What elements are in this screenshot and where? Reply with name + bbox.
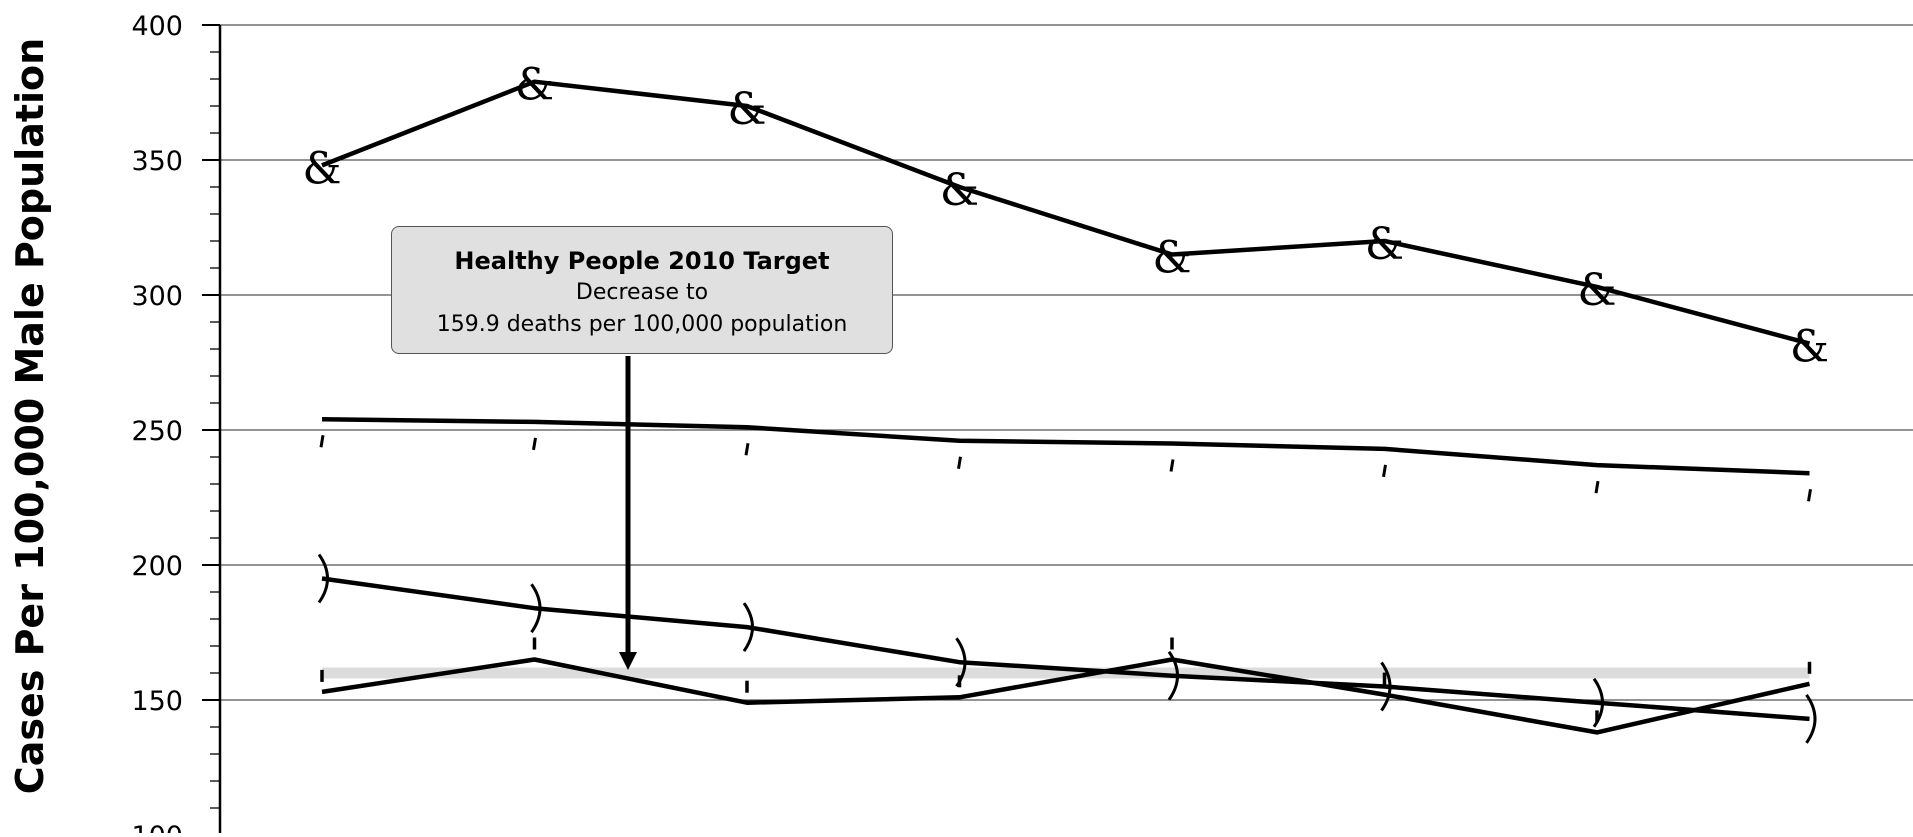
- y-tick-label: 100: [131, 821, 183, 833]
- data-point-marker: [1167, 650, 1179, 701]
- data-point-marker: &: [302, 143, 341, 194]
- data-point-marker: [317, 553, 329, 604]
- data-point-marker: &: [1152, 233, 1191, 284]
- data-point-marker: &: [1365, 219, 1404, 270]
- series-line: [321, 657, 1811, 735]
- annotation-arrow-head: [619, 652, 637, 670]
- data-point-marker: &: [940, 165, 979, 216]
- series-line: [321, 576, 1810, 722]
- target-annotation: Healthy People 2010 Target Decrease to 1…: [391, 226, 893, 354]
- data-point-marker: [1592, 677, 1604, 728]
- series-line: [321, 79, 1811, 346]
- y-tick-label: 400: [131, 11, 183, 42]
- data-point-marker: [957, 456, 962, 470]
- data-point-marker: [1807, 488, 1812, 502]
- data-point-marker: [319, 434, 325, 448]
- data-point-marker: [1380, 661, 1392, 712]
- y-tick-label: 300: [131, 281, 183, 312]
- data-point-marker: [744, 443, 750, 456]
- y-tick-label: 150: [131, 686, 183, 717]
- data-point-marker: &: [1790, 322, 1829, 373]
- data-point-marker: [532, 437, 537, 451]
- series-line: [321, 416, 1810, 476]
- data-point-marker: [1169, 459, 1175, 472]
- y-tick-label: 200: [131, 551, 183, 582]
- data-point-marker: &: [515, 60, 554, 111]
- y-tick-label: 250: [131, 416, 183, 447]
- y-axis-title: Cases Per 100,000 Male Population: [8, 37, 52, 795]
- data-point-marker: &: [1577, 265, 1616, 316]
- data-point-marker: &: [727, 84, 766, 135]
- y-tick-label: 350: [131, 146, 183, 177]
- data-point-marker: [1382, 464, 1387, 478]
- target-annotation-line2: 159.9 deaths per 100,000 population: [436, 312, 848, 337]
- target-annotation-line1: Decrease to: [575, 280, 709, 305]
- data-point-marker: [1594, 480, 1600, 494]
- data-point-marker: [1805, 694, 1817, 744]
- data-point-marker: [530, 583, 542, 634]
- data-point-marker: [742, 602, 754, 652]
- target-annotation-title: Healthy People 2010 Target: [454, 247, 830, 275]
